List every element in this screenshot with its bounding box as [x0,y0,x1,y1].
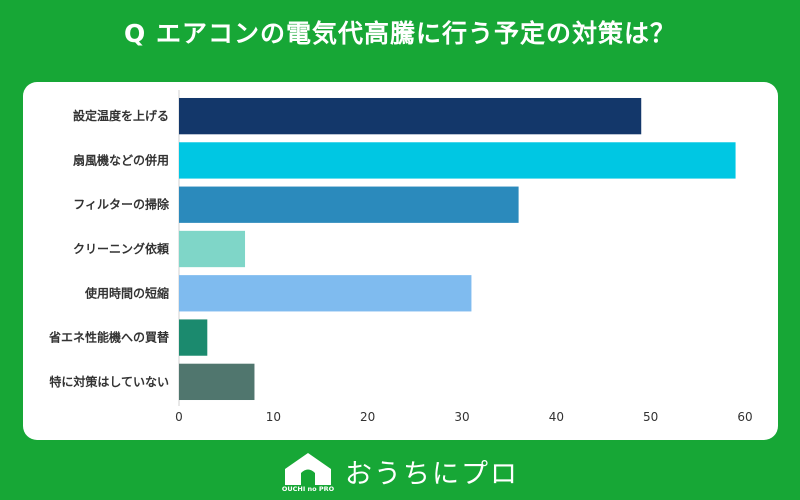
x-tick-label-30: 30 [454,410,469,424]
bar-6 [179,319,208,356]
bar-1 [179,97,642,135]
bar-chart: 設定温度を上げる扇風機などの併用フィルターの掃除クリーニング依頼使用時間の短縮省… [48,90,753,424]
bar-5 [179,275,472,312]
category-label-3: フィルターの掃除 [73,197,170,212]
house-logo-icon: OUCHI no PRO [282,453,335,493]
x-tick-label-40: 40 [549,410,564,424]
bar-7 [179,363,255,401]
chart-title: Q エアコンの電気代高騰に行う予定の対策は？ [124,19,676,48]
footer: OUCHI no PRO おうちにプロ [0,448,800,494]
brand-name: おうちにプロ [345,458,519,490]
bar-4 [179,230,246,268]
x-tick-label-50: 50 [643,410,658,424]
x-tick-label-20: 20 [360,410,375,424]
category-label-7: 特に対策はしていない [49,374,169,389]
x-tick-label-0: 0 [175,410,183,424]
category-label-5: 使用時間の短縮 [84,285,169,300]
category-label-4: クリーニング依頼 [73,241,170,256]
x-tick-label-60: 60 [737,410,752,424]
x-tick-label-10: 10 [266,410,281,424]
bar-2 [179,142,736,179]
chart-card: 設定温度を上げる 扇風機などの併用 フィルターの掃除 クリーニング依頼使用時間の短縮省… [23,82,778,440]
category-label-2: 扇風機などの併用 [73,152,169,167]
category-label-1: 設定温度を上げる [73,108,169,123]
logo-text: OUCHI no PRO [282,485,335,493]
bar-3 [179,186,519,223]
category-label-6: 省エネ性能機への買替 [48,330,170,345]
